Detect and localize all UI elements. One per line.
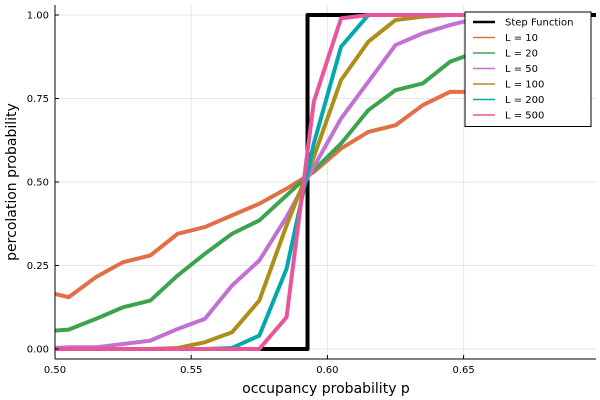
y-tick-label: 0.00	[27, 344, 49, 355]
y-axis-ticks: 0.00 0.25 0.50 0.75 1.00	[27, 11, 59, 355]
y-tick-label: 1.00	[27, 11, 49, 22]
legend: Step Function L = 10 L = 20 L = 50 L = 100 L …	[464, 11, 592, 127]
y-tick-label: 0.50	[27, 178, 49, 189]
legend-entry-label: Step Function	[505, 18, 573, 29]
x-axis-ticks: 0.50 0.55 0.60 0.65	[44, 355, 475, 376]
x-tick-label: 0.60	[316, 365, 338, 376]
x-tick-label: 0.55	[180, 365, 202, 376]
legend-entry-label: L = 100	[505, 80, 544, 91]
y-tick-label: 0.75	[27, 94, 49, 105]
legend-entry-label: L = 10	[505, 33, 538, 44]
legend-entry-label: L = 500	[505, 111, 544, 122]
y-tick-label: 0.25	[27, 261, 49, 272]
y-axis-label: percolation probability	[4, 103, 20, 261]
legend-entry-label: L = 50	[505, 64, 538, 75]
x-tick-label: 0.65	[452, 365, 474, 376]
legend-entry-label: L = 200	[505, 95, 544, 106]
legend-entry-label: L = 20	[505, 49, 538, 60]
x-tick-label: 0.50	[44, 365, 66, 376]
x-axis-label: occupancy probability p	[242, 381, 410, 397]
